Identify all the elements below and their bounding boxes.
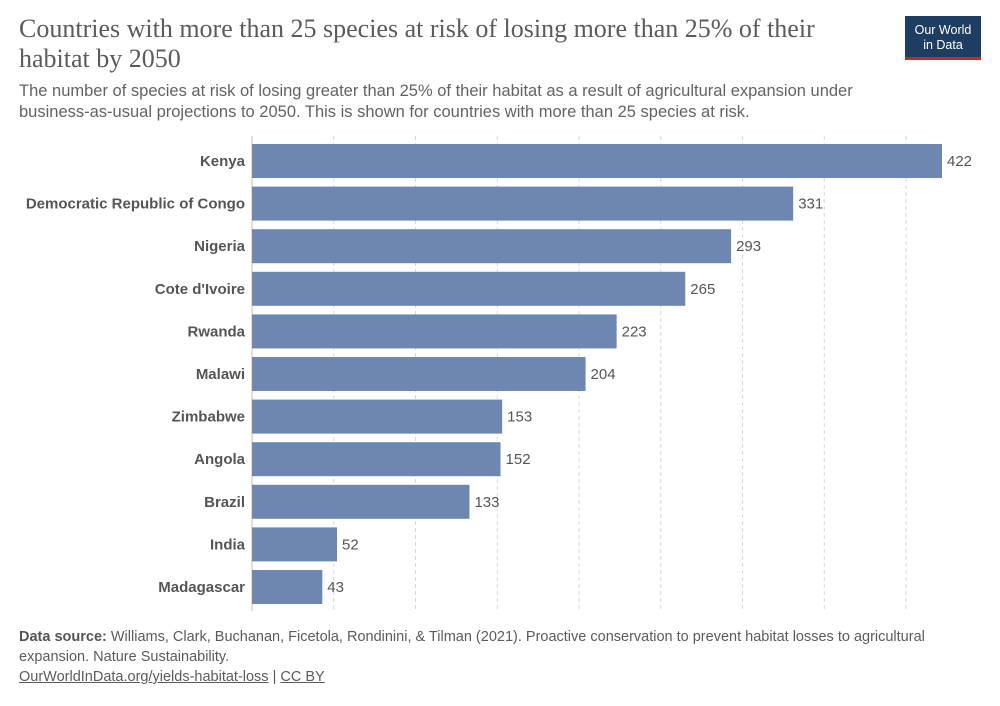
category-label: Angola [194, 451, 245, 468]
source-link[interactable]: OurWorldInData.org/yields-habitat-loss [19, 669, 269, 685]
logo-line-2: in Data [923, 38, 963, 52]
data-label: 265 [690, 281, 715, 298]
footer: Data source: Williams, Clark, Buchanan, … [19, 627, 979, 687]
category-label: Nigeria [194, 238, 246, 255]
bar [252, 527, 338, 562]
footer-separator: | [272, 669, 277, 685]
category-label: Rwanda [187, 323, 245, 340]
category-label: Madagascar [158, 579, 245, 596]
category-label: Brazil [204, 494, 245, 511]
category-label: Zimbabwe [172, 409, 245, 426]
data-label: 153 [507, 409, 532, 426]
category-label: India [210, 536, 246, 553]
bar [252, 357, 586, 391]
bar [252, 144, 942, 178]
data-label: 43 [327, 579, 344, 596]
category-label: Malawi [196, 366, 245, 383]
category-label: Democratic Republic of Congo [26, 196, 245, 213]
bar [252, 186, 794, 221]
data-label: 331 [798, 196, 823, 213]
bar [252, 399, 503, 434]
data-source: Data source: Williams, Clark, Buchanan, … [19, 627, 979, 667]
bar [252, 570, 323, 604]
data-label: 223 [622, 323, 647, 340]
chart-subtitle: The number of species at risk of losing … [19, 82, 853, 121]
category-label: Cote d'Ivoire [155, 281, 245, 298]
license-link[interactable]: CC BY [280, 669, 325, 685]
footer-links: OurWorldInData.org/yields-habitat-loss |… [19, 667, 979, 687]
data-label: 293 [736, 238, 761, 255]
data-label: 204 [591, 366, 616, 383]
data-label: 52 [342, 536, 359, 553]
chart-title: Countries with more than 25 species at r… [19, 14, 815, 73]
data-label: 422 [947, 153, 972, 170]
data-source-text: Williams, Clark, Buchanan, Ficetola, Ron… [19, 629, 925, 665]
bar [252, 271, 686, 306]
bar [252, 314, 617, 349]
data-source-label: Data source: [19, 629, 107, 645]
data-label: 152 [506, 451, 531, 468]
bar [252, 442, 501, 477]
owid-logo[interactable]: Our World in Data [905, 16, 981, 60]
bar [252, 229, 732, 264]
data-label: 133 [474, 494, 499, 511]
logo-line-1: Our World [914, 23, 972, 37]
bar [252, 484, 470, 519]
category-label: Kenya [200, 153, 246, 170]
bar-chart: Kenya 422 Democratic Republic of Congo 331 N… [26, 136, 972, 611]
